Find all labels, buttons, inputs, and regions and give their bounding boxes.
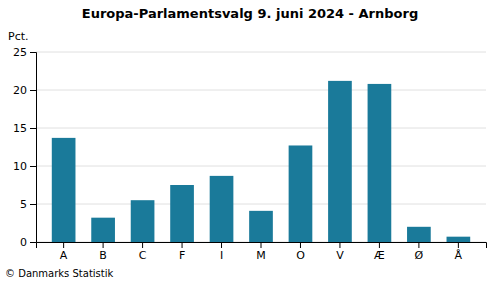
bar bbox=[91, 218, 115, 242]
y-tick-mark bbox=[30, 204, 36, 205]
grid-line bbox=[36, 90, 486, 91]
y-tick: 20 bbox=[13, 84, 36, 97]
x-tick-mark bbox=[300, 242, 301, 248]
x-tick-label: Æ bbox=[374, 249, 385, 262]
x-tick: O bbox=[296, 242, 305, 262]
y-axis-label: Pct. bbox=[8, 30, 29, 43]
x-tick: Å bbox=[455, 242, 463, 262]
bar bbox=[170, 185, 194, 242]
x-axis: ABCFIMOVÆØÅ bbox=[37, 242, 487, 262]
x-tick-mark bbox=[379, 242, 380, 248]
x-tick-mark bbox=[418, 242, 419, 248]
y-tick: 10 bbox=[13, 160, 36, 173]
bar bbox=[368, 84, 392, 242]
x-tick-mark bbox=[182, 242, 183, 248]
x-tick-mark bbox=[458, 242, 459, 248]
grid bbox=[36, 52, 486, 242]
x-tick: Æ bbox=[374, 242, 385, 262]
x-tick-label: F bbox=[179, 249, 185, 262]
x-tick: Ø bbox=[415, 242, 424, 262]
y-tick: 0 bbox=[20, 236, 36, 249]
y-tick-label: 0 bbox=[20, 236, 27, 249]
bars bbox=[52, 81, 470, 242]
bar bbox=[52, 138, 76, 242]
y-tick-mark bbox=[30, 128, 36, 129]
grid-line bbox=[36, 166, 486, 167]
x-tick-label: B bbox=[99, 249, 107, 262]
x-tick: B bbox=[99, 242, 107, 262]
x-tick-label: Å bbox=[455, 249, 463, 262]
x-tick-mark bbox=[261, 242, 262, 248]
y-tick-mark bbox=[30, 52, 36, 53]
x-tick-label: V bbox=[336, 249, 344, 262]
y-tick-label: 25 bbox=[13, 46, 27, 59]
bar bbox=[447, 237, 471, 242]
x-tick-label: C bbox=[139, 249, 147, 262]
bar bbox=[328, 81, 352, 242]
plot: 0 5 10 15 20 25 A B C F I M O V Æ Ø Å bbox=[13, 46, 487, 262]
bar bbox=[289, 145, 313, 242]
x-tick: F bbox=[179, 242, 185, 262]
bar bbox=[407, 227, 431, 242]
x-tick-mark bbox=[63, 242, 64, 248]
x-tick-mark bbox=[221, 242, 222, 248]
footer: © Danmarks Statistik bbox=[5, 268, 114, 279]
x-axis-line bbox=[37, 243, 487, 249]
x-tick-label: O bbox=[296, 249, 305, 262]
x-tick: C bbox=[139, 242, 147, 262]
x-tick: M bbox=[256, 242, 266, 262]
y-tick-label: 10 bbox=[13, 160, 27, 173]
y-tick-label: 15 bbox=[13, 122, 27, 135]
y-tick-label: 5 bbox=[20, 198, 27, 211]
x-tick-mark bbox=[103, 242, 104, 248]
bar bbox=[131, 200, 155, 242]
grid-line bbox=[36, 204, 486, 205]
title: Europa-Parlamentsvalg 9. juni 2024 - Arn… bbox=[82, 6, 418, 21]
y-tick: 5 bbox=[20, 198, 36, 211]
grid-line bbox=[36, 52, 486, 53]
bar bbox=[249, 211, 273, 242]
x-tick: V bbox=[336, 242, 344, 262]
chart: Europa-Parlamentsvalg 9. juni 2024 - Arn… bbox=[0, 0, 500, 282]
y-tick-label: 20 bbox=[13, 84, 27, 97]
x-tick-label: I bbox=[220, 249, 223, 262]
grid-line bbox=[36, 128, 486, 129]
y-tick-mark bbox=[30, 90, 36, 91]
x-tick: I bbox=[220, 242, 223, 262]
x-tick-mark bbox=[339, 242, 340, 248]
bar bbox=[210, 176, 234, 242]
y-tick-mark bbox=[30, 242, 36, 243]
y-axis: 0 5 10 15 20 25 bbox=[13, 46, 37, 249]
y-tick: 25 bbox=[13, 46, 36, 59]
y-axis-line bbox=[30, 53, 37, 243]
y-tick: 15 bbox=[13, 122, 36, 135]
y-tick-mark bbox=[30, 166, 36, 167]
x-tick-label: Ø bbox=[415, 249, 424, 262]
x-tick-label: M bbox=[256, 249, 266, 262]
x-tick-mark bbox=[142, 242, 143, 248]
x-tick: A bbox=[60, 242, 68, 262]
x-tick-label: A bbox=[60, 249, 68, 262]
